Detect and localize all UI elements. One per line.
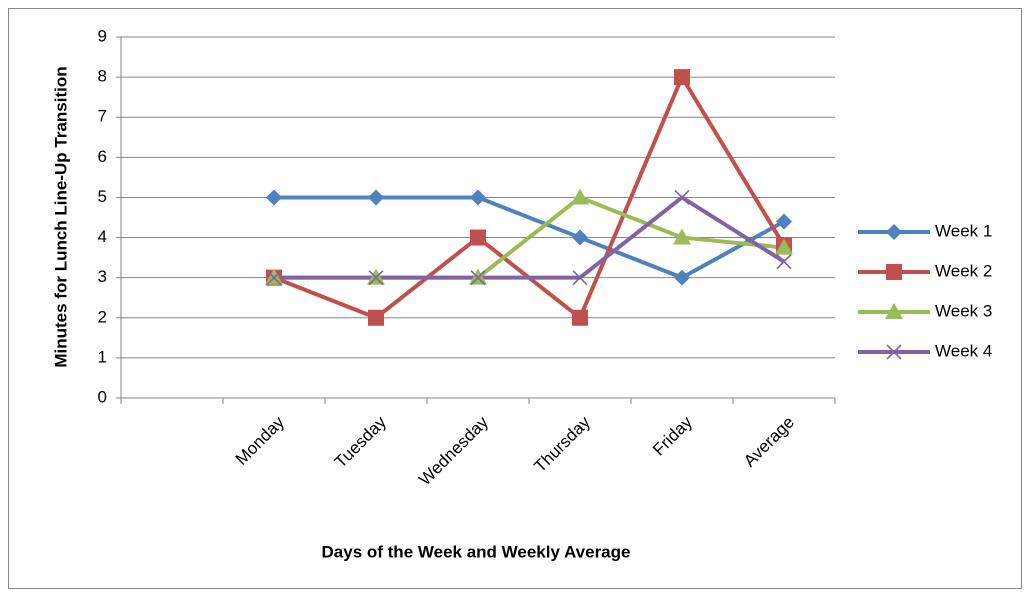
marker bbox=[674, 269, 690, 286]
marker bbox=[776, 213, 792, 230]
legend-label: Week 2 bbox=[935, 261, 992, 280]
y-tick-label: 2 bbox=[98, 307, 107, 326]
marker bbox=[673, 228, 691, 245]
y-tick-label: 1 bbox=[98, 347, 107, 366]
marker bbox=[776, 254, 792, 270]
legend-marker bbox=[886, 264, 902, 280]
marker bbox=[266, 189, 282, 206]
series-line bbox=[274, 195, 786, 280]
y-tick-label: 5 bbox=[98, 187, 107, 206]
y-tick-label: 7 bbox=[98, 107, 107, 126]
marker bbox=[368, 270, 384, 286]
y-axis-title: Minutes for Lunch Line-Up Transition bbox=[51, 66, 70, 367]
legend-marker bbox=[886, 344, 902, 360]
marker bbox=[266, 270, 282, 286]
legend-label: Week 1 bbox=[935, 221, 992, 240]
marker bbox=[470, 189, 486, 206]
marker bbox=[572, 270, 588, 286]
marker bbox=[470, 270, 486, 286]
y-tick-label: 9 bbox=[98, 26, 107, 45]
marker bbox=[572, 229, 588, 246]
marker bbox=[674, 189, 690, 206]
legend-marker bbox=[886, 224, 902, 240]
marker bbox=[571, 188, 589, 205]
marker bbox=[775, 238, 793, 255]
chart-border bbox=[8, 8, 1022, 589]
marker bbox=[470, 229, 486, 246]
marker bbox=[572, 309, 588, 326]
legend-label: Week 4 bbox=[935, 341, 992, 360]
x-axis-title: Days of the Week and Weekly Average bbox=[322, 542, 631, 561]
y-tick-label: 0 bbox=[98, 387, 107, 406]
marker bbox=[674, 69, 690, 86]
legend-label: Week 3 bbox=[935, 301, 992, 320]
y-tick-label: 4 bbox=[98, 227, 107, 246]
y-tick-label: 3 bbox=[98, 267, 107, 286]
series-line bbox=[274, 195, 785, 280]
legend-marker bbox=[885, 303, 903, 319]
marker bbox=[368, 189, 384, 206]
marker bbox=[368, 309, 384, 326]
y-tick-label: 8 bbox=[98, 67, 107, 86]
y-tick-label: 6 bbox=[98, 147, 107, 166]
